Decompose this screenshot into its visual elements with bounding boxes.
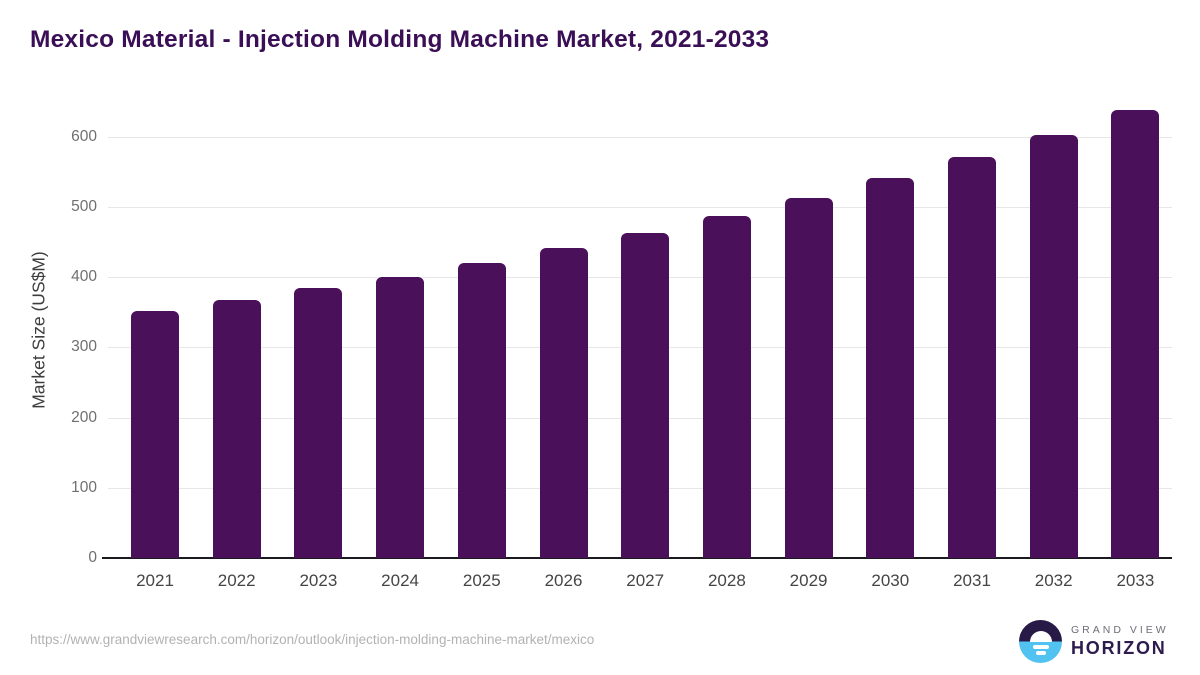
x-tick-label-2028: 2028 [707, 571, 746, 590]
y-tick-label-500: 500 [71, 197, 97, 215]
x-tick-label-2025: 2025 [462, 571, 501, 590]
x-tick-label-2032: 2032 [1034, 571, 1073, 590]
x-tick-label-2023: 2023 [299, 571, 338, 590]
horizon-line-2 [1035, 651, 1046, 655]
bar-2031 [948, 156, 996, 558]
plot-area: 0 100 200 300 400 500 600 2021 2022 2023 2024 2025 2… [71, 100, 1172, 590]
bar-2023 [294, 287, 343, 558]
x-tick-label-2027: 2027 [626, 571, 665, 590]
bar-2021 [131, 311, 179, 558]
y-tick-label-0: 0 [88, 549, 97, 566]
bar-2030 [866, 177, 915, 558]
logo-brand-bottom: HORIZON [1071, 638, 1167, 658]
chart-title: Mexico Material - Injection Molding Mach… [30, 26, 770, 53]
bar-2029 [784, 197, 833, 558]
gridline-y-600 [108, 136, 1172, 138]
x-tick-label-2022: 2022 [217, 571, 256, 590]
y-tick-label-200: 200 [71, 408, 97, 426]
x-tick-label-2030: 2030 [871, 571, 910, 590]
sun-dome-shape [1029, 630, 1052, 642]
y-tick-label-100: 100 [71, 478, 97, 496]
source-url: https://www.grandviewresearch.com/horizo… [30, 632, 595, 647]
bar-2022 [212, 300, 261, 558]
x-axis-line [102, 557, 1172, 559]
x-tick-label-2021: 2021 [136, 571, 174, 590]
bar-2032 [1029, 135, 1078, 558]
bar-2027 [621, 232, 670, 558]
bar-2026 [539, 247, 588, 558]
bar-2028 [702, 215, 751, 558]
y-axis-title: Market Size (US$M) [28, 251, 49, 409]
horizon-line-1 [1032, 645, 1049, 649]
x-tick-label-2024: 2024 [381, 571, 419, 590]
y-tick-label-600: 600 [71, 127, 97, 145]
x-tick-label-2026: 2026 [544, 571, 583, 590]
logo-text: GRAND VIEW HORIZON [1071, 624, 1169, 659]
x-tick-label-2029: 2029 [789, 571, 828, 590]
logo-brand-top: GRAND VIEW [1071, 624, 1169, 636]
x-tick-label-2031: 2031 [953, 571, 991, 590]
bar-2033 [1111, 109, 1160, 558]
y-tick-label-400: 400 [71, 268, 97, 286]
grand-view-horizon-logo: GRAND VIEW HORIZON [1019, 620, 1169, 663]
gridline-y-500 [108, 206, 1172, 208]
bar-2024 [376, 277, 425, 558]
y-tick-label-300: 300 [71, 338, 97, 356]
x-tick-label-2033: 2033 [1116, 571, 1155, 590]
horizon-logo-icon [1019, 620, 1062, 663]
bar-2025 [457, 262, 506, 558]
